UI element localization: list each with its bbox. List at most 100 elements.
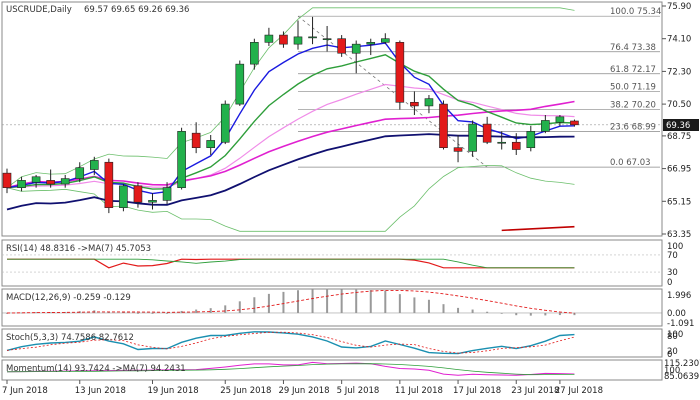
- rsi-ma-line: [7, 258, 575, 269]
- x-tick-label: 19 Jun 2018: [148, 386, 199, 396]
- x-tick-label: 27 Jul 2018: [555, 386, 603, 396]
- macd-bar: [384, 290, 387, 313]
- macd-bar: [136, 312, 139, 314]
- candle-up: [541, 120, 550, 132]
- fib-label: 23.6 68.99: [610, 123, 656, 133]
- bollinger-upper: [6, 7, 575, 189]
- rsi-y-label: 70: [667, 251, 678, 261]
- current-price-box: [663, 119, 699, 131]
- macd-histogram: [2, 288, 662, 316]
- ma-dark-red: [501, 225, 575, 232]
- y-tick-label: 65.15: [667, 197, 691, 207]
- candle-up: [177, 131, 186, 188]
- macd-bar: [340, 289, 343, 313]
- x-tick-label: 17 Jul 2018: [453, 386, 501, 396]
- y-tick-label: 66.95: [667, 165, 691, 175]
- candle-up: [555, 116, 565, 123]
- macd-bar: [486, 311, 489, 313]
- ma-magenta: [6, 100, 575, 189]
- rsi-label: RSI(14) 48.8316 ->MA(7) 45.7053: [6, 244, 151, 254]
- x-tick-label: 5 Jul 2018: [337, 386, 380, 396]
- ma-blue: [6, 42, 575, 195]
- macd-bar: [6, 312, 8, 314]
- candle-down: [410, 101, 419, 107]
- candle-up: [322, 38, 332, 41]
- macd-bar: [107, 311, 110, 313]
- symbol-label: USCRUDE,Daily: [6, 5, 72, 15]
- candle-up: [235, 63, 245, 105]
- macd-bar: [427, 299, 430, 313]
- macd-bar: [20, 312, 23, 314]
- candle-down: [46, 180, 55, 185]
- candle-up: [497, 141, 507, 144]
- y-tick-label: 68.75: [667, 132, 691, 142]
- macd-bar: [64, 311, 67, 313]
- macd-bar: [253, 297, 256, 313]
- macd-bar: [311, 289, 314, 313]
- candle-down: [453, 147, 463, 152]
- candle-up: [60, 178, 70, 185]
- macd-bar: [180, 310, 183, 313]
- macd-bar: [166, 312, 169, 314]
- macd-bar: [209, 308, 212, 313]
- fib-label: 61.8 72.17: [610, 65, 656, 75]
- macd-bar: [238, 301, 241, 313]
- candle-up: [424, 98, 434, 107]
- stoch-y-label: 0: [667, 350, 672, 360]
- candle-down: [133, 185, 143, 203]
- candle-up: [293, 36, 303, 45]
- stoch-y-label: 80: [667, 332, 678, 342]
- ohlc-label: 69.57 69.65 69.26 69.36: [84, 5, 189, 15]
- x-tick-label: 11 Jul 2018: [395, 386, 443, 396]
- fib-label: 0.0 67.03: [610, 158, 651, 168]
- candle-up: [250, 42, 259, 65]
- x-tick-label: 23 Jul 2018: [511, 386, 559, 396]
- current-price-label: 69.36: [666, 121, 690, 131]
- stoch-y-label: 100: [667, 330, 683, 340]
- candle-down: [439, 103, 448, 149]
- momentum-label: Momentum(14) 93.7424 ->MA(7) 94.2431: [6, 364, 186, 374]
- momentum-ma-line: [6, 363, 575, 376]
- stoch-y-label: 20: [667, 347, 678, 357]
- macd-bar: [369, 290, 372, 313]
- stoch-lines: [6, 331, 575, 355]
- ma-navy: [6, 133, 575, 211]
- rsi-panel-frame: [1, 239, 663, 287]
- rsi-lines: [2, 254, 662, 273]
- candle-down: [337, 38, 346, 54]
- candle-down: [191, 132, 201, 149]
- x-tick-label: 7 Jun 2018: [2, 386, 48, 396]
- fib-label: 38.2 70.20: [610, 101, 656, 111]
- candle-down: [2, 172, 12, 188]
- momentum-line: [6, 361, 575, 376]
- y-tick-label: 74.10: [667, 35, 691, 45]
- macd-bar: [282, 291, 285, 313]
- candle-up: [148, 200, 157, 203]
- candle-up: [351, 43, 361, 54]
- y-tick-label: 70.50: [667, 100, 691, 110]
- macd-y-label: 1.996: [667, 291, 691, 301]
- x-tick-label: 25 Jun 2018: [220, 386, 271, 396]
- fib-trend-line: [297, 15, 488, 168]
- candle-down: [511, 141, 521, 150]
- macd-bar: [49, 312, 52, 313]
- macd-bar: [267, 293, 270, 313]
- rsi-y-label: 100: [667, 242, 683, 252]
- fib-label: 50.0 71.19: [610, 83, 656, 93]
- rsi-y-label: 30: [667, 268, 678, 278]
- stoch-label: Stoch(5,3,3) 74.7586 82.7612: [6, 333, 134, 343]
- macd-bar: [457, 307, 460, 313]
- macd-label: MACD(12,26,9) -0.259 -0.129: [6, 293, 131, 303]
- macd-bar: [573, 312, 576, 316]
- momentum-y-label: 100: [664, 366, 680, 376]
- macd-bar: [442, 304, 445, 313]
- macd-bar: [515, 312, 518, 316]
- y-tick-label: 72.30: [667, 67, 691, 77]
- macd-bar: [529, 312, 532, 316]
- fib-label: 100.0 75.34: [610, 7, 661, 17]
- macd-bar: [471, 309, 474, 313]
- macd-bar: [122, 312, 125, 313]
- momentum-y-label: 115.2307: [664, 359, 700, 369]
